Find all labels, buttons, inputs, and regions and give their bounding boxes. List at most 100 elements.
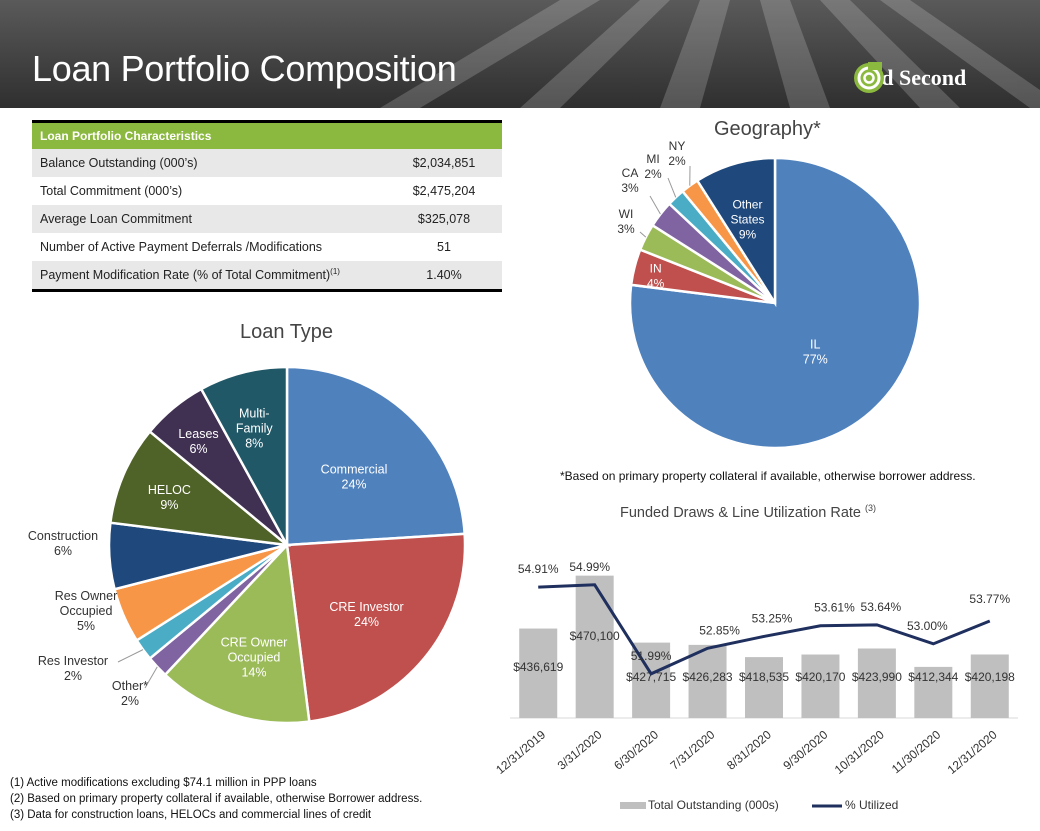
logo-mark-icon bbox=[854, 62, 884, 93]
bar-value-label: $426,283 bbox=[683, 670, 733, 684]
slice-heloc bbox=[109, 429, 292, 547]
row-label: Balance Outstanding (000’s) bbox=[32, 149, 386, 177]
row-value: $2,475,204 bbox=[412, 184, 476, 198]
bar-11-30-2020 bbox=[914, 666, 953, 718]
slice-cre-owner-occupied bbox=[163, 542, 311, 725]
row-label-text: Payment Modification Rate (% of Total Co… bbox=[40, 268, 331, 283]
geography-note: *Based on primary property collateral if… bbox=[560, 469, 976, 483]
x-tick-label: 12/31/2019 bbox=[493, 727, 548, 777]
row-label: Average Loan Commitment bbox=[32, 205, 386, 233]
bar-value-label: $420,170 bbox=[795, 670, 845, 684]
slice-other-states bbox=[695, 156, 777, 308]
slice-construction bbox=[107, 521, 288, 591]
slice-label-commercial: Commercial 24% bbox=[321, 463, 388, 492]
slice-cre-investor bbox=[285, 532, 467, 723]
slice-commercial bbox=[285, 365, 466, 547]
x-tick-label: 12/31/2020 bbox=[945, 727, 1000, 777]
header-banner: Loan Portfolio Composition Old Second bbox=[0, 0, 1040, 108]
slice-label-construction: Construction 6% bbox=[28, 529, 98, 558]
x-tick-label: 9/30/2020 bbox=[780, 727, 830, 772]
slice-label-other-states: Other States 9% bbox=[730, 197, 764, 241]
slice-other bbox=[148, 544, 288, 677]
leader-line bbox=[117, 649, 144, 663]
table-heading: Loan Portfolio Characteristics bbox=[32, 120, 502, 149]
geography-title: Geography* bbox=[714, 118, 821, 140]
slice-label-leases: Leases 6% bbox=[178, 427, 218, 456]
line-value-label: 53.64% bbox=[861, 600, 902, 614]
leader-line bbox=[144, 666, 158, 689]
slice-wi bbox=[638, 223, 776, 305]
bar-value-label: $418,535 bbox=[739, 670, 789, 684]
company-logo: Old Second bbox=[852, 58, 966, 98]
slice-in bbox=[629, 247, 776, 305]
footnote-2: (2) Based on primary property collateral… bbox=[10, 793, 423, 805]
bar-12-31-2019 bbox=[519, 628, 558, 718]
bar-7-31-2020 bbox=[688, 644, 727, 718]
bar-8-31-2020 bbox=[745, 657, 783, 718]
slice-multi-family bbox=[199, 365, 289, 546]
row-label: Number of Active Payment Deferrals /Modi… bbox=[40, 240, 323, 254]
bar-6-30-2020 bbox=[632, 642, 671, 718]
legend-swatch-total-outstanding bbox=[620, 802, 646, 809]
slice-label-multi-family: Multi-Family 8% bbox=[236, 406, 274, 450]
bar-value-label: $423,990 bbox=[852, 670, 902, 684]
leader-line bbox=[639, 231, 647, 238]
slice-label-res-owner-occupied: Res Owner Occupied 5% bbox=[55, 589, 118, 633]
bar-9-30-2020 bbox=[801, 654, 840, 718]
loan-type-title: Loan Type bbox=[240, 321, 334, 343]
header-background bbox=[0, 0, 1040, 108]
slice-label-il: IL 77% bbox=[803, 338, 828, 367]
slice-label-ny: NY 2% bbox=[668, 139, 686, 168]
slice-res-owner-occupied bbox=[113, 543, 288, 643]
bar-value-label: $436,619 bbox=[513, 660, 563, 674]
table-row: Number of Active Payment Deferrals /Modi… bbox=[32, 233, 502, 261]
slice-mi bbox=[667, 189, 776, 304]
slice-label-mi: MI 2% bbox=[644, 152, 662, 181]
slice-il bbox=[628, 156, 922, 450]
row-label: Payment Modification Rate (% of Total Co… bbox=[32, 261, 386, 292]
slice-label-cre-investor: CRE Investor 24% bbox=[329, 600, 403, 629]
line-value-label: 53.61% bbox=[814, 601, 855, 615]
page-title: Loan Portfolio Composition bbox=[32, 48, 457, 89]
row-value: $325,078 bbox=[386, 205, 502, 233]
funded-draws-title-footnote: (3) bbox=[865, 503, 877, 513]
slice-label-cre-owner-occupied: CRE Owner Occupied 14% bbox=[221, 636, 288, 680]
slice-ca bbox=[650, 201, 776, 305]
row-label-footnote: (1) bbox=[330, 267, 340, 277]
footnote-3: (3) Data for construction loans, HELOCs … bbox=[10, 809, 372, 821]
bar-10-31-2020 bbox=[857, 648, 896, 718]
bar-value-label: $470,100 bbox=[570, 629, 620, 643]
line-value-label: 52.85% bbox=[699, 623, 740, 637]
x-tick-label: 6/30/2020 bbox=[611, 727, 661, 772]
x-tick-label: 11/30/2020 bbox=[889, 727, 944, 776]
bar-value-label: $420,198 bbox=[965, 670, 1015, 684]
leader-line bbox=[649, 195, 661, 215]
bar-12-31-2020 bbox=[970, 654, 1009, 718]
table-row: Total Commitment (000’s) $2,475,204 bbox=[32, 177, 502, 205]
x-tick-label: 8/31/2020 bbox=[724, 727, 774, 772]
funded-draws-title-text: Funded Draws & Line Utilization Rate bbox=[620, 504, 861, 521]
row-value: $2,034,851 bbox=[386, 149, 502, 177]
row-label: Total Commitment (000’s) bbox=[40, 184, 183, 198]
table-row: Average Loan Commitment $325,078 bbox=[32, 205, 502, 233]
slice-res-investor bbox=[134, 543, 288, 661]
bar-3-31-2020 bbox=[575, 575, 614, 718]
table-row: Payment Modification Rate (% of Total Co… bbox=[32, 261, 502, 292]
table-row: Balance Outstanding (000’s) $2,034,851 bbox=[32, 149, 502, 177]
line-value-label: 54.99% bbox=[569, 560, 610, 574]
row-value: 1.40% bbox=[386, 261, 502, 292]
x-tick-label: 3/31/2020 bbox=[555, 727, 605, 772]
line-value-label: 54.91% bbox=[518, 562, 559, 576]
x-tick-label: 10/31/2020 bbox=[832, 727, 887, 777]
slice-label-in: IN 4% bbox=[647, 261, 665, 290]
portfolio-characteristics-table: Loan Portfolio Characteristics Balance O… bbox=[32, 120, 502, 292]
row-value: 51 bbox=[437, 240, 451, 254]
line-value-label: 53.77% bbox=[969, 592, 1010, 606]
slice-label-res-investor: Res Investor 2% bbox=[38, 654, 108, 683]
x-tick-label: 7/31/2020 bbox=[668, 727, 718, 772]
line-value-label: 51.99% bbox=[631, 649, 672, 663]
slice-ny bbox=[680, 178, 777, 304]
footnote-1: (1) Active modifications excluding $74.1… bbox=[10, 777, 317, 789]
bar-value-label: $427,715 bbox=[626, 670, 676, 684]
slice-leases bbox=[148, 387, 289, 546]
